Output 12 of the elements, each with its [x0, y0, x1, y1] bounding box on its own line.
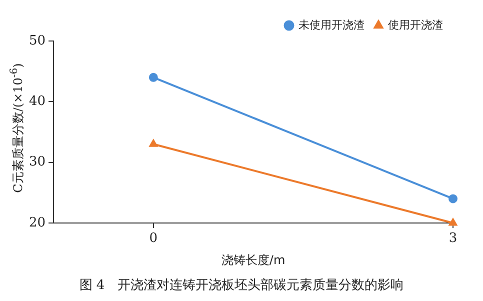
point: [148, 72, 158, 82]
y-tick-label: 40: [28, 94, 46, 110]
y-tick-label: 20: [28, 215, 46, 230]
caption: 图 4 开浇渣对连铸开浇板坯头部碳元素质量分数的影响: [78, 277, 405, 294]
point: [448, 194, 458, 204]
y-tick-label: 50: [28, 33, 46, 48]
y-tick-label: 30: [28, 154, 46, 170]
x-tick-label: 3: [448, 231, 458, 246]
legend-label: 未使用开浇渣: [298, 18, 364, 32]
legend-label: 使用开浇渣: [388, 18, 443, 32]
x-axis-title: 浇铸长度/m: [221, 252, 286, 267]
x-tick-label: 0: [149, 231, 158, 246]
